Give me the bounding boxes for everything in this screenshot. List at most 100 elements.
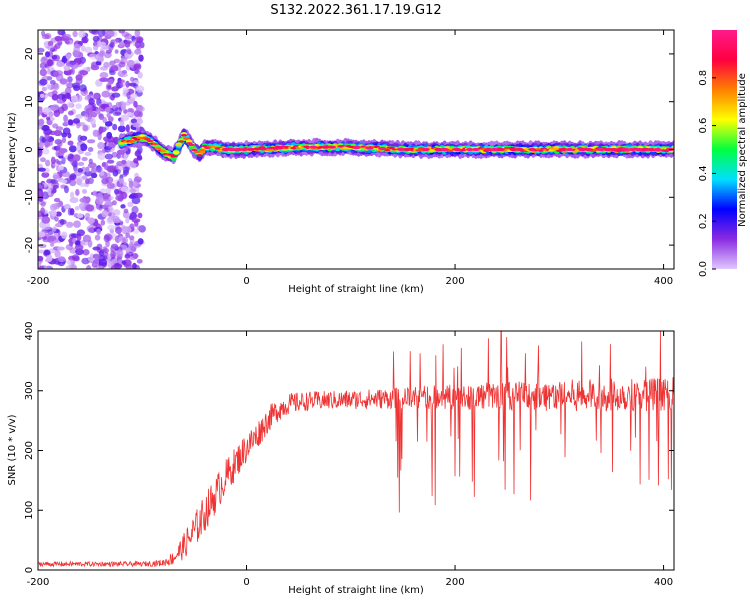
noise-speckle [55, 158, 60, 164]
noise-speckle [126, 59, 136, 68]
noise-speckle [130, 118, 137, 124]
noise-speckle [89, 117, 96, 125]
noise-speckle [118, 61, 126, 68]
noise-speckle [75, 144, 82, 152]
noise-speckle [69, 179, 77, 187]
noise-speckle [106, 131, 113, 139]
noise-speckle [65, 265, 75, 269]
noise-speckle [67, 259, 75, 266]
noise-speckle [92, 129, 100, 137]
noise-speckle [64, 185, 69, 194]
snr-y-ticks: 0 100 200 300 400 [24, 321, 674, 573]
noise-speckle [121, 159, 127, 165]
noise-speckle [55, 211, 62, 217]
noise-speckle [47, 40, 54, 47]
figure-title: S132.2022.361.17.19.G12 [270, 3, 441, 18]
ridge-peak [584, 147, 593, 152]
noise-speckle [126, 111, 133, 117]
noise-speckle [75, 114, 83, 119]
noise-speckle [64, 87, 72, 95]
noise-speckle [92, 92, 100, 100]
ridge-cell [175, 144, 182, 147]
noise-speckle [124, 101, 131, 106]
noise-speckle [110, 250, 116, 258]
noise-speckle [57, 150, 65, 156]
noise-speckle [39, 93, 45, 98]
ridge-cell [199, 148, 206, 152]
noise-speckle [84, 46, 93, 54]
noise-speckle [115, 81, 124, 89]
noise-speckle [81, 156, 88, 162]
snr-x-tick-label: 400 [654, 577, 673, 588]
noise-speckle [57, 106, 65, 114]
noise-speckle [104, 153, 113, 160]
noise-speckle [72, 30, 78, 38]
noise-speckle [47, 235, 57, 242]
noise-speckle [128, 194, 136, 199]
noise-speckle [114, 188, 120, 195]
noise-speckle [120, 114, 130, 122]
noise-speckle [75, 248, 84, 256]
noise-speckle [38, 182, 45, 191]
noise-speckle [56, 144, 62, 151]
noise-speckle [65, 53, 72, 60]
noise-speckle [99, 188, 107, 193]
noise-speckle [132, 252, 139, 260]
noise-speckle [134, 48, 142, 55]
noise-speckle [75, 103, 82, 109]
noise-speckle [87, 162, 97, 169]
noise-speckle [107, 216, 114, 223]
noise-speckle [52, 226, 57, 232]
noise-speckle [132, 122, 140, 128]
noise-speckle [108, 141, 114, 148]
snr-line [38, 331, 674, 568]
noise-speckle [63, 33, 72, 39]
noise-speckle [92, 35, 100, 42]
noise-speckle [101, 90, 111, 98]
noise-speckle [61, 171, 71, 178]
noise-speckle [39, 265, 45, 269]
noise-speckle [97, 141, 105, 150]
noise-speckle [101, 148, 106, 154]
noise-speckle [74, 244, 84, 251]
spectrogram-x-tick-label: -200 [27, 276, 50, 287]
noise-speckle [43, 249, 51, 256]
noise-speckle [76, 229, 85, 237]
ridge-cell [118, 141, 125, 145]
noise-speckle [136, 225, 144, 231]
noise-speckle [133, 100, 138, 108]
noise-speckle [106, 165, 116, 173]
noise-speckle [38, 167, 46, 172]
noise-speckle [68, 145, 77, 153]
noise-speckle [67, 140, 74, 146]
noise-speckle [110, 65, 119, 72]
noise-speckle [125, 217, 130, 224]
ridge-peak [559, 147, 568, 152]
noise-speckle [129, 188, 136, 194]
noise-speckle [79, 84, 87, 92]
noise-speckle [133, 157, 139, 164]
noise-speckle [122, 172, 128, 177]
noise-speckle [61, 137, 67, 144]
noise-speckle [48, 111, 54, 118]
noise-speckle [75, 74, 83, 81]
noise-speckle [56, 93, 66, 100]
noise-speckle [85, 212, 91, 219]
noise-speckle [112, 111, 122, 117]
noise-speckle [118, 178, 124, 185]
noise-speckle [99, 77, 109, 83]
noise-speckle [96, 164, 102, 173]
noise-speckle [40, 207, 45, 215]
noise-speckle [120, 191, 128, 200]
noise-speckle [50, 210, 57, 217]
noise-speckle [38, 197, 44, 203]
noise-speckle [67, 207, 73, 216]
noise-speckle [51, 54, 58, 60]
colorbar-tick-label: 0.4 [698, 165, 709, 181]
noise-speckle [136, 37, 143, 44]
noise-speckle [133, 264, 140, 269]
noise-speckle [51, 182, 60, 188]
noise-speckle [98, 113, 105, 121]
noise-speckle [77, 122, 86, 127]
ridge-peak [628, 147, 637, 152]
